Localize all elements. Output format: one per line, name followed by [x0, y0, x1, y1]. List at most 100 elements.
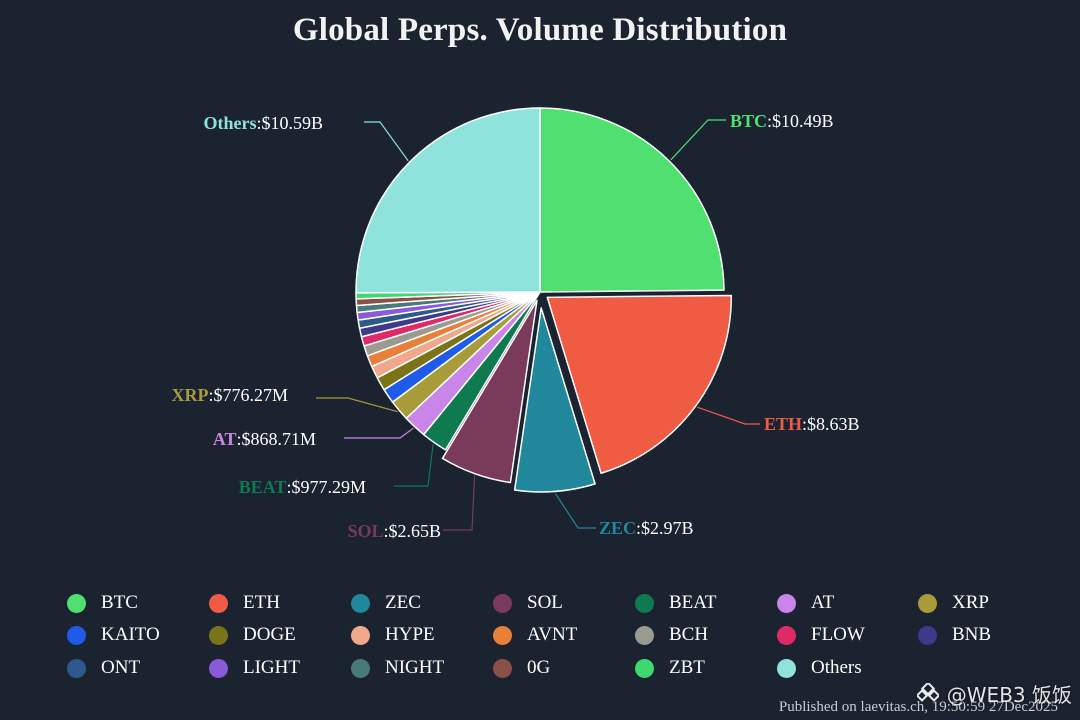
pie-slice-btc[interactable] [539, 107, 725, 293]
legend-item-night[interactable]: NIGHT [351, 655, 444, 681]
legend-swatch [918, 593, 937, 613]
legend-swatch [493, 625, 512, 645]
legend-label: AT [811, 592, 835, 613]
leader-line-eth [697, 406, 760, 425]
data-label-others: Others:$10.59B [203, 113, 323, 133]
legend-swatch [67, 658, 86, 678]
data-label-value: :$10.59B [256, 113, 323, 133]
data-label-beat: BEAT:$977.29M [239, 477, 366, 497]
data-label-sol: SOL:$2.65B [347, 521, 441, 541]
watermark: @WEB3 饭饭 [916, 679, 1072, 708]
leader-line-btc [670, 119, 726, 161]
pie-slices [355, 107, 733, 493]
legend-label: LIGHT [243, 657, 300, 678]
legend-item-light[interactable]: LIGHT [209, 655, 300, 681]
legend-item-avnt[interactable]: AVNT [493, 622, 577, 648]
chart-title: Global Perps. Volume Distribution [292, 12, 788, 48]
data-label-value: :$2.97B [636, 518, 694, 538]
legend-label: Others [811, 657, 862, 678]
legend-swatch [493, 593, 512, 613]
legend-label: BTC [101, 592, 138, 613]
legend-item-btc[interactable]: BTC [67, 590, 138, 616]
pie-slice-others[interactable] [355, 107, 541, 294]
legend-item-doge[interactable]: DOGE [209, 622, 296, 648]
legend-item-at[interactable]: AT [777, 590, 834, 616]
legend-item-others[interactable]: Others [777, 655, 862, 681]
data-label-value: :$2.65B [383, 521, 441, 541]
pie-slice-sol[interactable] [441, 299, 538, 484]
pie-slice-zec[interactable] [513, 307, 596, 493]
data-label-value: :$776.27M [208, 385, 288, 405]
legend-swatch [209, 658, 228, 678]
legend-swatch [635, 593, 654, 613]
legend-swatch [635, 625, 654, 645]
pie-slice-eth[interactable] [546, 294, 733, 475]
legend-label: FLOW [811, 624, 865, 645]
legend-item-ont[interactable]: ONT [67, 655, 140, 681]
legend-label: XRP [952, 592, 989, 613]
label-leader-lines [316, 119, 760, 531]
leader-line-others [364, 121, 409, 162]
legend-swatch [351, 658, 370, 678]
legend-item-0g[interactable]: 0G [493, 655, 550, 681]
data-label-name: ZEC [599, 518, 636, 538]
legend-label: BCH [669, 624, 709, 645]
legend-label: SOL [527, 592, 563, 613]
legend-swatch [351, 593, 370, 613]
legend-swatch [777, 658, 796, 678]
watermark-text: @WEB3 饭饭 [946, 683, 1072, 707]
data-label-name: AT [213, 429, 237, 449]
legend-item-eth[interactable]: ETH [209, 590, 280, 616]
leader-line-xrp [316, 397, 398, 413]
legend-label: BEAT [669, 592, 717, 613]
legend-swatch [209, 593, 228, 613]
data-label-at: AT:$868.71M [213, 429, 316, 449]
legend-label: ONT [101, 657, 141, 678]
legend-label: HYPE [385, 624, 435, 645]
slice-labels: BTC:$10.49B ETH:$8.63B ZEC:$2.97B SOL:$2.65… [171, 111, 859, 541]
data-label-eth: ETH:$8.63B [764, 414, 860, 434]
legend-swatch [777, 593, 796, 613]
legend-item-flow[interactable]: FLOW [777, 622, 865, 648]
data-label-name: XRP [171, 385, 208, 405]
legend-label: KAITO [101, 624, 160, 645]
legend-label: BNB [952, 624, 992, 645]
legend-item-bnb[interactable]: BNB [918, 622, 991, 648]
data-label-name: BEAT [239, 477, 287, 497]
data-label-value: :$977.29M [286, 477, 366, 497]
legend-item-sol[interactable]: SOL [493, 590, 563, 616]
watermark-logo-icon [916, 682, 939, 702]
legend-item-zbt[interactable]: ZBT [635, 655, 705, 681]
legend-label: ETH [243, 592, 280, 613]
legend-label: DOGE [243, 624, 296, 645]
legend-label: 0G [527, 657, 551, 678]
data-label-name: Others [203, 113, 256, 133]
legend-item-bch[interactable]: BCH [635, 622, 708, 648]
legend-swatch [493, 658, 512, 678]
legend-swatch [777, 625, 796, 645]
legend-swatch [209, 625, 228, 645]
leader-line-at [344, 427, 414, 439]
data-label-btc: BTC:$10.49B [730, 111, 834, 131]
legend-item-beat[interactable]: BEAT [635, 590, 717, 616]
legend-swatch [351, 625, 370, 645]
legend-swatch [918, 625, 937, 645]
legend-label: ZBT [669, 657, 705, 678]
legend-label: AVNT [527, 624, 578, 645]
legend-swatch [67, 593, 86, 613]
legend-item-hype[interactable]: HYPE [351, 622, 435, 648]
leader-line-beat [394, 444, 434, 487]
data-label-name: BTC [730, 111, 767, 131]
data-label-xrp: XRP:$776.27M [171, 385, 288, 405]
legend-swatch [635, 658, 654, 678]
leader-line-sol [443, 475, 476, 531]
data-label-value: :$868.71M [236, 429, 316, 449]
legend-label: NIGHT [385, 657, 445, 678]
legend-item-zec[interactable]: ZEC [351, 590, 421, 616]
data-label-zec: ZEC:$2.97B [599, 518, 694, 538]
legend-item-kaito[interactable]: KAITO [67, 622, 160, 648]
published-footer: Published on laevitas.ch, 19:50:59 27Dec… [778, 699, 1058, 715]
legend-item-xrp[interactable]: XRP [918, 590, 989, 616]
leader-line-zec [554, 493, 596, 529]
